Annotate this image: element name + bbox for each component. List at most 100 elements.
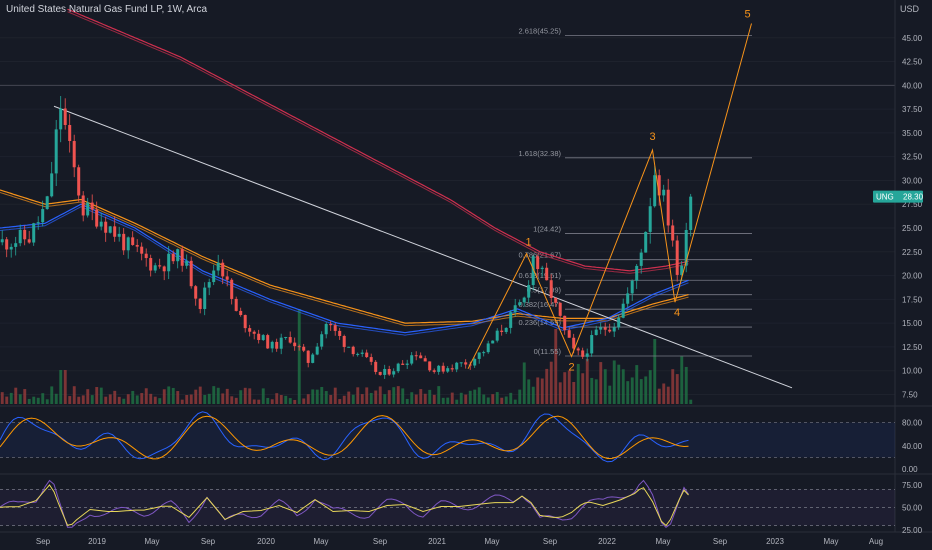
volume-bar [252, 399, 256, 404]
candle-body [153, 265, 157, 271]
volume-bar [446, 397, 450, 404]
volume-bar [311, 389, 315, 404]
volume-bar [212, 386, 216, 404]
volume-bar [666, 386, 670, 404]
candle-body [387, 368, 391, 375]
volume-bar [392, 387, 396, 404]
candle-body [167, 253, 171, 272]
candle-body [446, 368, 450, 372]
fib-level-label: 0.236(14.59) [518, 318, 561, 327]
volume-bar [486, 397, 490, 404]
candle-body [513, 305, 517, 313]
candle-body [86, 202, 90, 216]
stoch-d-line [0, 415, 689, 460]
volume-bar [135, 395, 139, 404]
candle-body [554, 298, 558, 303]
wave-path [467, 23, 752, 370]
candle-body [630, 280, 634, 294]
candle-body [612, 327, 616, 332]
candle-body [284, 337, 288, 339]
volume-bar [207, 393, 211, 404]
candle-body [648, 206, 652, 232]
rsi-tick-label: 75.00 [902, 481, 923, 490]
volume-bar [671, 369, 675, 404]
volume-bar [158, 398, 162, 404]
candle-body [378, 371, 382, 375]
candle-body [549, 280, 553, 299]
fib-level-label: 0.786(21.67) [518, 251, 561, 260]
candle-body [347, 346, 351, 348]
candle-body [104, 221, 108, 233]
candle-body [189, 260, 193, 287]
fibonacci-retracement[interactable]: 2.618(45.25) 1.618(32.38) 1(24.42) 0.786(21… [518, 26, 752, 357]
trendline[interactable] [53, 105, 793, 389]
volume-bar [585, 358, 589, 404]
candle-body [234, 298, 238, 311]
candle-body [689, 196, 693, 230]
volume-bar [338, 399, 342, 404]
price-tick-label: 20.00 [902, 272, 923, 281]
volume-bar [41, 393, 45, 404]
candle-body [572, 337, 576, 349]
candle-body [315, 346, 319, 355]
volume-bar [675, 374, 679, 404]
candle-body [14, 243, 18, 247]
candle-body [680, 265, 684, 275]
candle-body [77, 167, 81, 196]
candle-body [410, 355, 414, 364]
candle-body [288, 337, 292, 343]
time-tick-label: Sep [373, 537, 388, 546]
candle-body [149, 258, 153, 271]
candle-body [351, 346, 355, 355]
wave-label-3: 3 [649, 131, 655, 143]
time-tick-label: May [144, 537, 159, 546]
price-tag-value: 28.30 [903, 193, 924, 202]
currency-label: USD [900, 4, 920, 14]
candle-body [99, 221, 103, 227]
volume-bar [203, 394, 207, 404]
candle-body [599, 327, 603, 330]
fib-level-label: 1.618(32.38) [518, 149, 561, 158]
volume-bar [189, 394, 193, 404]
volume-bar [504, 396, 508, 404]
volume-bar [77, 396, 81, 404]
volume-bar [495, 392, 499, 404]
candle-body [491, 340, 495, 344]
volume-bar [95, 387, 99, 404]
stoch-tick-label: 80.00 [902, 419, 923, 428]
volume-bar [572, 382, 576, 404]
candle-body [180, 249, 184, 266]
candle-body [365, 352, 369, 358]
axes: 45.0042.5040.0037.5035.0032.5030.0027.50… [36, 34, 924, 546]
elliott-wave[interactable]: 1 2 3 4 5 [467, 9, 752, 374]
volume-bar [180, 399, 184, 404]
volume-bar [545, 368, 549, 404]
volume-bar [239, 390, 243, 404]
volume-bar [90, 395, 94, 404]
candle-body [495, 330, 499, 341]
candle-body [666, 189, 670, 226]
volume-bar [689, 399, 693, 404]
volume-bar [63, 370, 67, 404]
volume-bar [653, 339, 657, 404]
price-tick-label: 25.00 [902, 224, 923, 233]
candle-body [90, 202, 94, 210]
candle-body [441, 365, 445, 372]
time-tick-label: Aug [869, 537, 883, 546]
time-tick-label: Sep [543, 537, 558, 546]
gridlines [0, 0, 932, 533]
price-tick-label: 40.00 [902, 81, 923, 90]
volume-bar [261, 388, 265, 404]
fib-level-label: 1(24.42) [533, 225, 561, 234]
volume-bar [54, 393, 58, 404]
candle-body [144, 253, 148, 259]
candle-body [5, 239, 9, 250]
volume-bar [563, 372, 567, 404]
candle-body [194, 286, 198, 299]
candle-body [9, 246, 13, 250]
candle-body [662, 189, 666, 196]
volume-bar [27, 398, 31, 404]
candle-body [320, 334, 324, 347]
candle-body [225, 276, 229, 280]
